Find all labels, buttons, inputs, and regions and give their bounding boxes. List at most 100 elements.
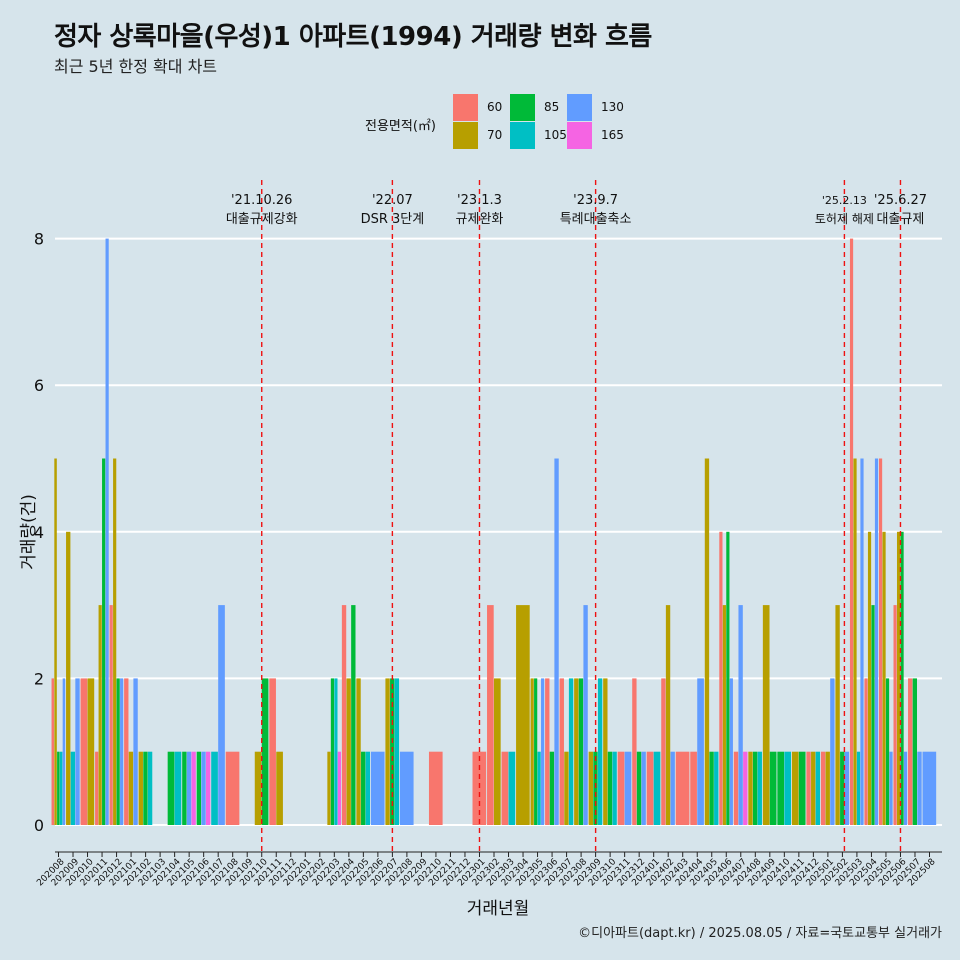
legend-label-130: 130 [601, 100, 624, 114]
bar-202012-60 [109, 605, 113, 825]
bar-202312-130 [641, 751, 646, 825]
y-tick-label: 0 [34, 816, 44, 835]
bar-202309-70 [588, 751, 593, 825]
bar-202011-130 [105, 238, 109, 826]
bar-202405-105 [714, 751, 719, 825]
bar-202501-60 [820, 751, 826, 825]
bar-202402-60 [661, 678, 666, 825]
bar-202401-105 [653, 751, 661, 825]
bar-202508-130 [922, 751, 937, 825]
bar-202505-85 [885, 678, 890, 825]
bar-202210-60 [428, 751, 443, 825]
bar-202205-70 [356, 678, 361, 825]
bar-202306-60 [545, 678, 550, 825]
bar-202407-130 [738, 605, 743, 825]
bar-202409-70 [762, 605, 770, 825]
legend-swatch-85 [510, 94, 535, 121]
bar-202011-85 [102, 458, 106, 825]
bar-202503-60 [849, 238, 854, 826]
bar-202306-130 [554, 458, 559, 825]
bar-202203-165 [337, 751, 341, 825]
bar-202010-60 [80, 678, 88, 825]
bar-202205-85 [361, 751, 366, 825]
bar-202412-70 [811, 751, 816, 825]
bar-202207-70 [385, 678, 390, 825]
legend-title: 전용면적(㎡) [365, 119, 436, 134]
legend-label-70: 70 [487, 128, 503, 142]
event-label: 특례대출축소 [560, 212, 632, 227]
bar-202111-60 [269, 678, 276, 825]
bar-202102-70 [138, 751, 143, 825]
bar-202308-85 [578, 678, 584, 825]
legend-label-165: 165 [601, 128, 624, 142]
bar-202106-130 [201, 751, 206, 825]
bar-202411-70 [791, 751, 799, 825]
bar-202404-60 [690, 751, 697, 825]
bar-202405-70 [704, 458, 710, 825]
bar-202504-130 [874, 458, 879, 825]
bar-202008-60 [51, 678, 55, 825]
event-label: DSR 3단계 [361, 212, 425, 227]
bar-202203-70 [327, 751, 331, 825]
bar-202308-130 [583, 605, 588, 825]
legend-swatch-130 [567, 94, 592, 121]
bar-202303-60 [501, 751, 509, 825]
bar-202106-165 [205, 751, 211, 825]
bar-202105-165 [191, 751, 196, 825]
bar-202104-105 [174, 751, 182, 825]
bar-202404-130 [697, 678, 704, 825]
bar-202107-130 [218, 605, 225, 825]
bar-202503-105 [856, 751, 861, 825]
bar-202306-85 [549, 751, 555, 825]
bar-202302-60 [487, 605, 494, 825]
bar-202408-105 [757, 751, 762, 825]
event-label: 규제완화 [456, 212, 504, 227]
bar-202305-70 [530, 678, 534, 825]
bar-202505-60 [878, 458, 883, 825]
bar-202105-130 [186, 751, 192, 825]
event-label: 대출규제 [877, 212, 925, 227]
bar-202505-130 [889, 751, 893, 825]
bar-202012-85 [116, 678, 120, 825]
bar-202305-105 [537, 751, 541, 825]
bar-202104-85 [167, 751, 175, 825]
bar-202107-105 [211, 751, 218, 825]
bar-202205-105 [365, 751, 371, 825]
event-date: '23.1.3 [457, 193, 502, 208]
bar-202411-85 [798, 751, 806, 825]
bar-202305-85 [534, 678, 538, 825]
bar-202501-70 [825, 751, 830, 825]
bar-202307-70 [564, 751, 569, 825]
bar-202204-60 [341, 605, 347, 825]
bar-202106-85 [196, 751, 202, 825]
bar-202401-60 [646, 751, 654, 825]
bar-202108-60 [225, 751, 240, 825]
bar-202507-60 [908, 678, 913, 825]
bar-202311-130 [624, 751, 632, 825]
bar-202406-70 [722, 605, 726, 825]
y-tick-label: 8 [34, 230, 44, 249]
bar-202506-85 [900, 531, 904, 825]
bar-202206-130 [370, 751, 385, 825]
bar-202502-130 [844, 751, 850, 825]
bar-202110-85 [261, 678, 269, 825]
bar-202008-105 [59, 751, 63, 825]
bar-202410-85 [777, 751, 785, 825]
source-caption: ©디아파트(dapt.kr) / 2025.08.05 / 자료=국토교통부 실… [578, 926, 942, 941]
bar-202402-130 [670, 751, 675, 825]
event-label: 대출규제강화 [226, 212, 298, 227]
bar-202008-70 [54, 458, 57, 825]
chart-title: 정자 상록마을(우성)1 아파트(1994) 거래량 변화 흐름 [54, 22, 652, 52]
bar-202407-165 [743, 751, 748, 825]
bar-202402-70 [665, 605, 671, 825]
bar-202504-60 [864, 678, 868, 825]
bar-202504-70 [867, 531, 872, 825]
bar-202406-85 [726, 531, 730, 825]
bar-202405-85 [709, 751, 714, 825]
event-date: '22.07 [372, 193, 413, 208]
chart-subtitle: 최근 5년 한정 확대 차트 [54, 57, 218, 76]
legend-label-105: 105 [544, 128, 567, 142]
event-date: '21.10.26 [231, 193, 292, 208]
event-date: '23.9.7 [573, 193, 618, 208]
